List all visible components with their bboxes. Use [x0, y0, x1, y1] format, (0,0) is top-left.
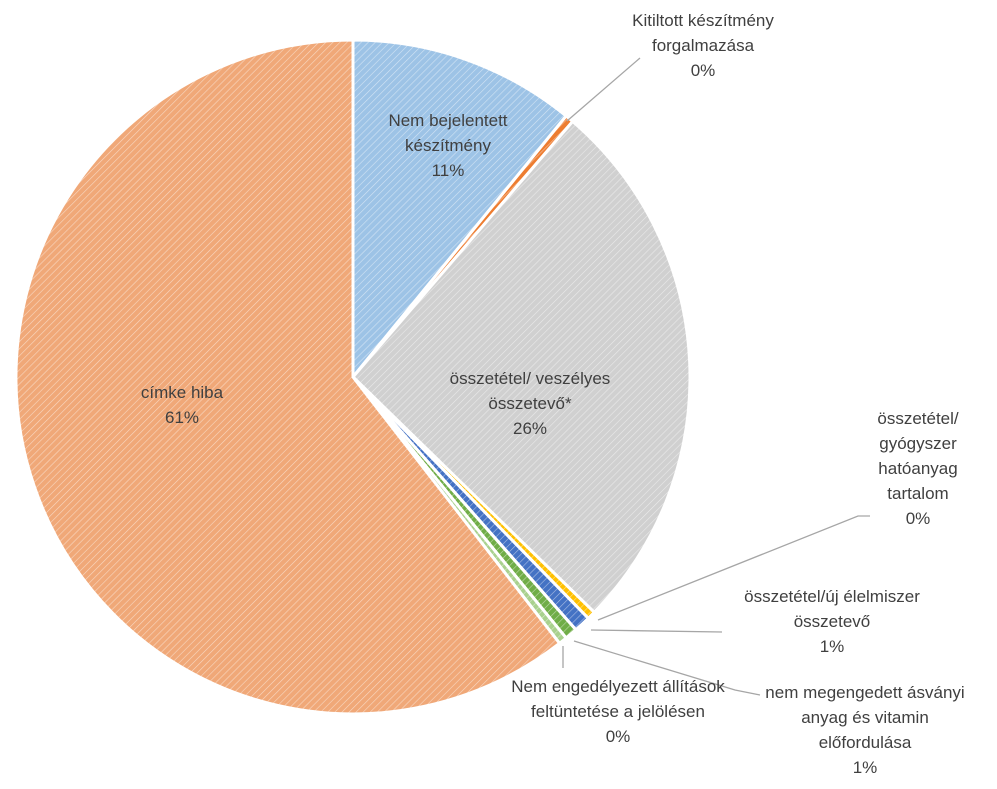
slice-percent: 0% [605, 727, 631, 746]
slice-percent: 1% [852, 758, 878, 777]
pie-slice [351, 38, 568, 379]
data-label: összetétel/ gyógyszer hatóanyag tartalom… [858, 406, 978, 531]
slice-name: Nem engedélyezett állítások feltüntetése… [511, 677, 725, 721]
slice-name: összetétel/új élelmiszer összetevő [744, 587, 920, 631]
slice-percent: 1% [819, 637, 845, 656]
leader-line [590, 629, 723, 633]
slice-name: összetétel/ gyógyszer hatóanyag tartalom [877, 409, 959, 503]
data-label: Nem engedélyezett állítások feltüntetése… [498, 674, 738, 749]
leader-line [573, 640, 761, 696]
leader-line [566, 57, 641, 122]
data-label: összetétel/ veszélyes összetevő* 26% [425, 366, 635, 441]
pie-slice [14, 38, 562, 716]
data-label: nem megengedett ásványi anyag és vitamin… [760, 680, 970, 780]
slice-name: Kitiltott készítmény forgalmazása [632, 11, 774, 55]
slice-percent: 61% [164, 408, 200, 427]
data-label: címke hiba 61% [102, 380, 262, 430]
data-label: összetétel/új élelmiszer összetevő 1% [717, 584, 947, 659]
data-label: Kitiltott készítmény forgalmazása 0% [588, 8, 818, 83]
slice-percent: 0% [690, 61, 716, 80]
slice-name: címke hiba [140, 383, 224, 402]
slice-percent: 26% [512, 419, 548, 438]
leader-line [597, 515, 870, 621]
slice-name: nem megengedett ásványi anyag és vitamin… [765, 683, 965, 752]
data-label: Nem bejelentett készítmény 11% [363, 108, 533, 183]
slice-percent: 0% [905, 509, 931, 528]
slice-name: összetétel/ veszélyes összetevő* [449, 369, 611, 413]
slice-percent: 11% [431, 161, 465, 180]
slices [14, 38, 692, 716]
pie-slice [351, 119, 692, 614]
slice-name: Nem bejelentett készítmény [388, 111, 508, 155]
